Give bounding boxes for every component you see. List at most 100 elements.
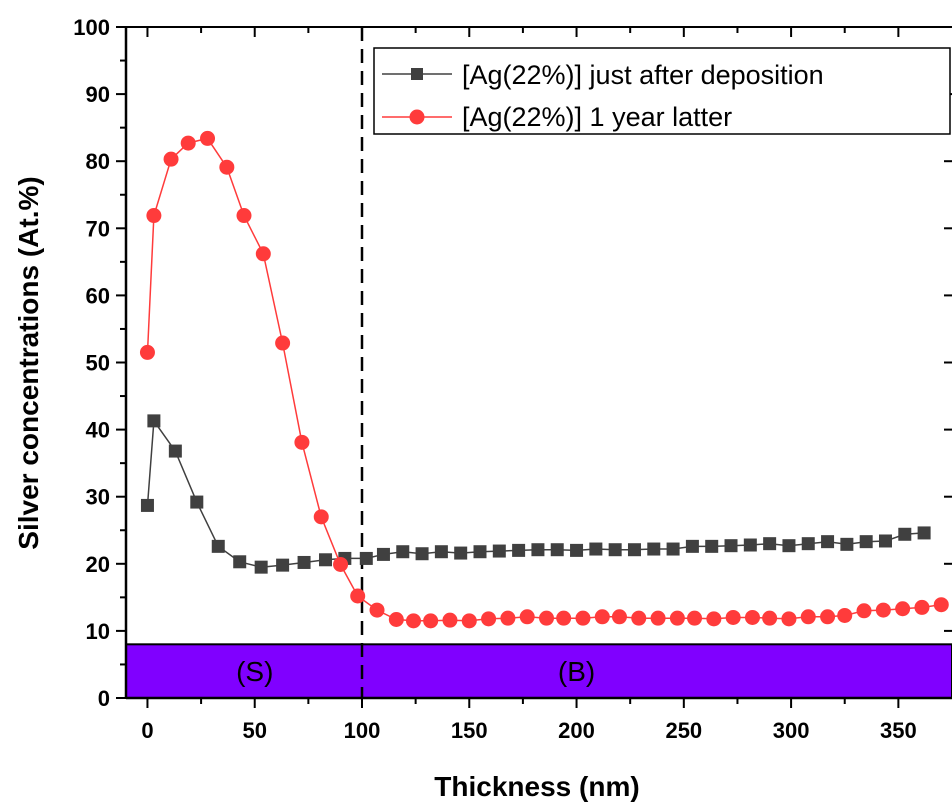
- series-2-point-32: [725, 609, 741, 625]
- series-2-point-39: [856, 603, 872, 619]
- series-1-point-20: [531, 543, 545, 557]
- y-tick-label-1: 10: [86, 619, 110, 644]
- legend-marker-series-2: [409, 109, 425, 125]
- series-1-point-1: [147, 414, 161, 428]
- y-tick-label-9: 90: [86, 82, 110, 107]
- series-2-point-29: [669, 610, 685, 626]
- series-1-point-26: [647, 542, 661, 556]
- series-2-point-21: [519, 609, 535, 625]
- series-2-point-8: [275, 335, 291, 351]
- series-1-point-9: [319, 553, 333, 567]
- series-1-point-11: [359, 551, 373, 565]
- series-2-point-0: [139, 344, 155, 360]
- series-1-point-14: [415, 547, 429, 561]
- series-2-point-23: [556, 610, 572, 626]
- series-2-point-14: [388, 611, 404, 627]
- y-tick-label-2: 20: [86, 552, 110, 577]
- series-1-point-37: [859, 535, 873, 549]
- series-2-point-15: [405, 613, 421, 629]
- x-tick-label-7: 350: [880, 718, 917, 743]
- series-1-point-2: [168, 444, 182, 458]
- series-2-point-17: [442, 612, 458, 628]
- y-tick-label-3: 30: [86, 485, 110, 510]
- series-2-point-26: [611, 609, 627, 625]
- series-2-point-16: [423, 613, 439, 629]
- series-1-point-7: [276, 558, 290, 572]
- series-2-point-1: [146, 208, 162, 224]
- legend: [Ag(22%)] just after deposition [Ag(22%)…: [373, 47, 951, 135]
- series-2-point-19: [481, 611, 497, 627]
- x-tick-label-2: 100: [344, 718, 381, 743]
- axes-layer: 0 10 20 30 40 50 60 70 80 90 100 0 50 100 150 200 250 300…: [73, 15, 952, 743]
- series-1-point-12: [376, 547, 390, 561]
- series-2-point-7: [255, 246, 271, 262]
- y-tick-label-5: 50: [86, 351, 110, 376]
- series-1-point-36: [840, 537, 854, 551]
- series-2: [139, 130, 949, 629]
- series-1-point-18: [492, 544, 506, 558]
- series-1-point-3: [190, 495, 204, 509]
- series-2-point-27: [631, 610, 647, 626]
- x-tick-label-5: 250: [665, 718, 702, 743]
- x-tick-label-0: 0: [141, 718, 153, 743]
- series-1-point-21: [550, 543, 564, 557]
- series-2-point-10: [313, 509, 329, 525]
- series-1-point-0: [140, 498, 154, 512]
- y-tick-label-7: 70: [86, 216, 110, 241]
- y-tick-label-0: 0: [98, 686, 110, 711]
- series-1: [140, 414, 931, 574]
- series-1-point-15: [434, 545, 448, 559]
- legend-box: [373, 47, 951, 135]
- series-2-point-11: [333, 556, 349, 572]
- x-axis-title: Thickness (nm): [434, 771, 639, 802]
- series-2-point-40: [875, 602, 891, 618]
- series-2-point-33: [744, 609, 760, 625]
- series-1-point-34: [801, 537, 815, 551]
- series-2-point-25: [594, 609, 610, 625]
- series-2-point-42: [914, 599, 930, 615]
- series-1-point-33: [782, 539, 796, 553]
- series-2-point-35: [781, 611, 797, 627]
- series-1-point-22: [570, 543, 584, 557]
- series-2-point-22: [539, 610, 555, 626]
- series-1-point-27: [666, 542, 680, 556]
- region-label-b: (B): [558, 656, 595, 687]
- series-1-point-4: [211, 539, 225, 553]
- series-1-point-31: [743, 538, 757, 552]
- series-2-point-20: [500, 610, 516, 626]
- series-1-point-17: [473, 545, 487, 559]
- x-tick-label-3: 150: [451, 718, 488, 743]
- series-2-point-41: [895, 601, 911, 617]
- series-2-point-43: [933, 597, 949, 613]
- series-2-point-6: [236, 208, 252, 224]
- series-2-point-12: [350, 588, 366, 604]
- series-2-point-31: [706, 611, 722, 627]
- series-1-point-40: [917, 526, 931, 540]
- series-2-point-13: [369, 602, 385, 618]
- series-2-point-34: [762, 610, 778, 626]
- series-1-point-24: [608, 543, 622, 557]
- y-tick-label-4: 40: [86, 418, 110, 443]
- series-1-point-28: [685, 539, 699, 553]
- series-1-point-8: [297, 555, 311, 569]
- series-1-point-13: [396, 545, 410, 559]
- series-1-point-19: [512, 543, 526, 557]
- series-2-point-30: [687, 610, 703, 626]
- series-1-point-29: [705, 539, 719, 553]
- series-2-point-18: [461, 613, 477, 629]
- series-2-point-9: [294, 434, 310, 450]
- series-2-point-2: [163, 151, 179, 167]
- x-tick-label-4: 200: [558, 718, 595, 743]
- y-tick-label-10: 100: [73, 15, 110, 40]
- legend-marker-series-1: [411, 68, 423, 80]
- series-2-point-28: [650, 610, 666, 626]
- series-1-point-38: [878, 534, 892, 548]
- x-tick-label-6: 300: [773, 718, 810, 743]
- legend-label-series-1: [Ag(22%)] just after deposition: [462, 60, 824, 90]
- series-2-point-5: [219, 159, 235, 175]
- y-tick-label-6: 60: [86, 283, 110, 308]
- y-axis-title: Silver concentrations (At.%): [13, 176, 44, 549]
- x-tick-label-1: 50: [242, 718, 266, 743]
- series-1-point-5: [233, 555, 247, 569]
